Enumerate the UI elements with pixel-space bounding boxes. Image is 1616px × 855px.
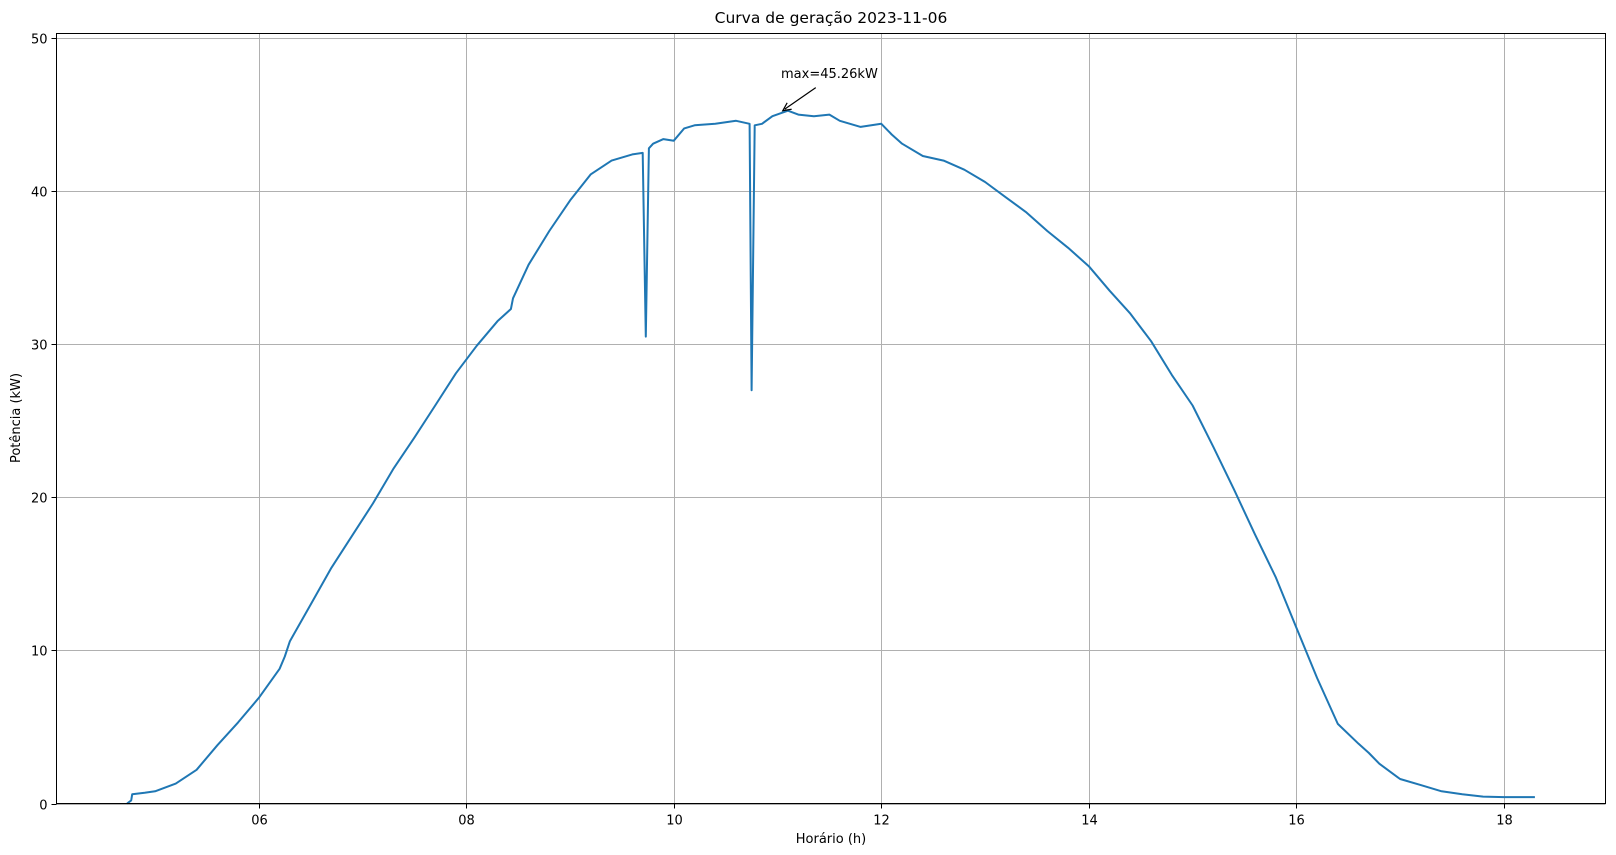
x-axis-ticks: 06 08 10 12 14 16 18 [251,803,1513,829]
y-tick-label: 0 [39,799,47,814]
x-tick-label: 14 [1081,814,1098,829]
y-tick-label: 40 [31,186,48,201]
annotation-arrow-shaft [784,87,817,110]
series-layer [126,109,1535,805]
grid-lines [56,33,1606,805]
y-tick-label: 20 [31,492,48,507]
annotation-arrow-head [781,102,792,112]
generation-power-line [126,109,1535,805]
y-axis-title: Potência (kW) [9,373,24,463]
x-tick-label: 12 [873,814,890,829]
y-tick-label: 50 [31,33,48,48]
x-tick-label: 06 [251,814,268,829]
x-tick-label: 18 [1496,814,1513,829]
y-tick-label: 10 [31,645,48,660]
y-tick-label: 30 [31,339,48,354]
x-tick-label: 08 [458,814,475,829]
x-tick-label: 16 [1288,814,1305,829]
max-annotation-text: max=45.26kW [781,67,878,82]
x-tick-label: 10 [666,814,683,829]
plot-area-frame [56,33,1606,804]
x-axis-title: Horário (h) [796,832,866,847]
y-axis-ticks: 0 10 20 30 40 50 [31,33,57,814]
max-annotation: max=45.26kW [781,67,878,112]
chart-title: Curva de geração 2023-11-06 [715,9,948,27]
